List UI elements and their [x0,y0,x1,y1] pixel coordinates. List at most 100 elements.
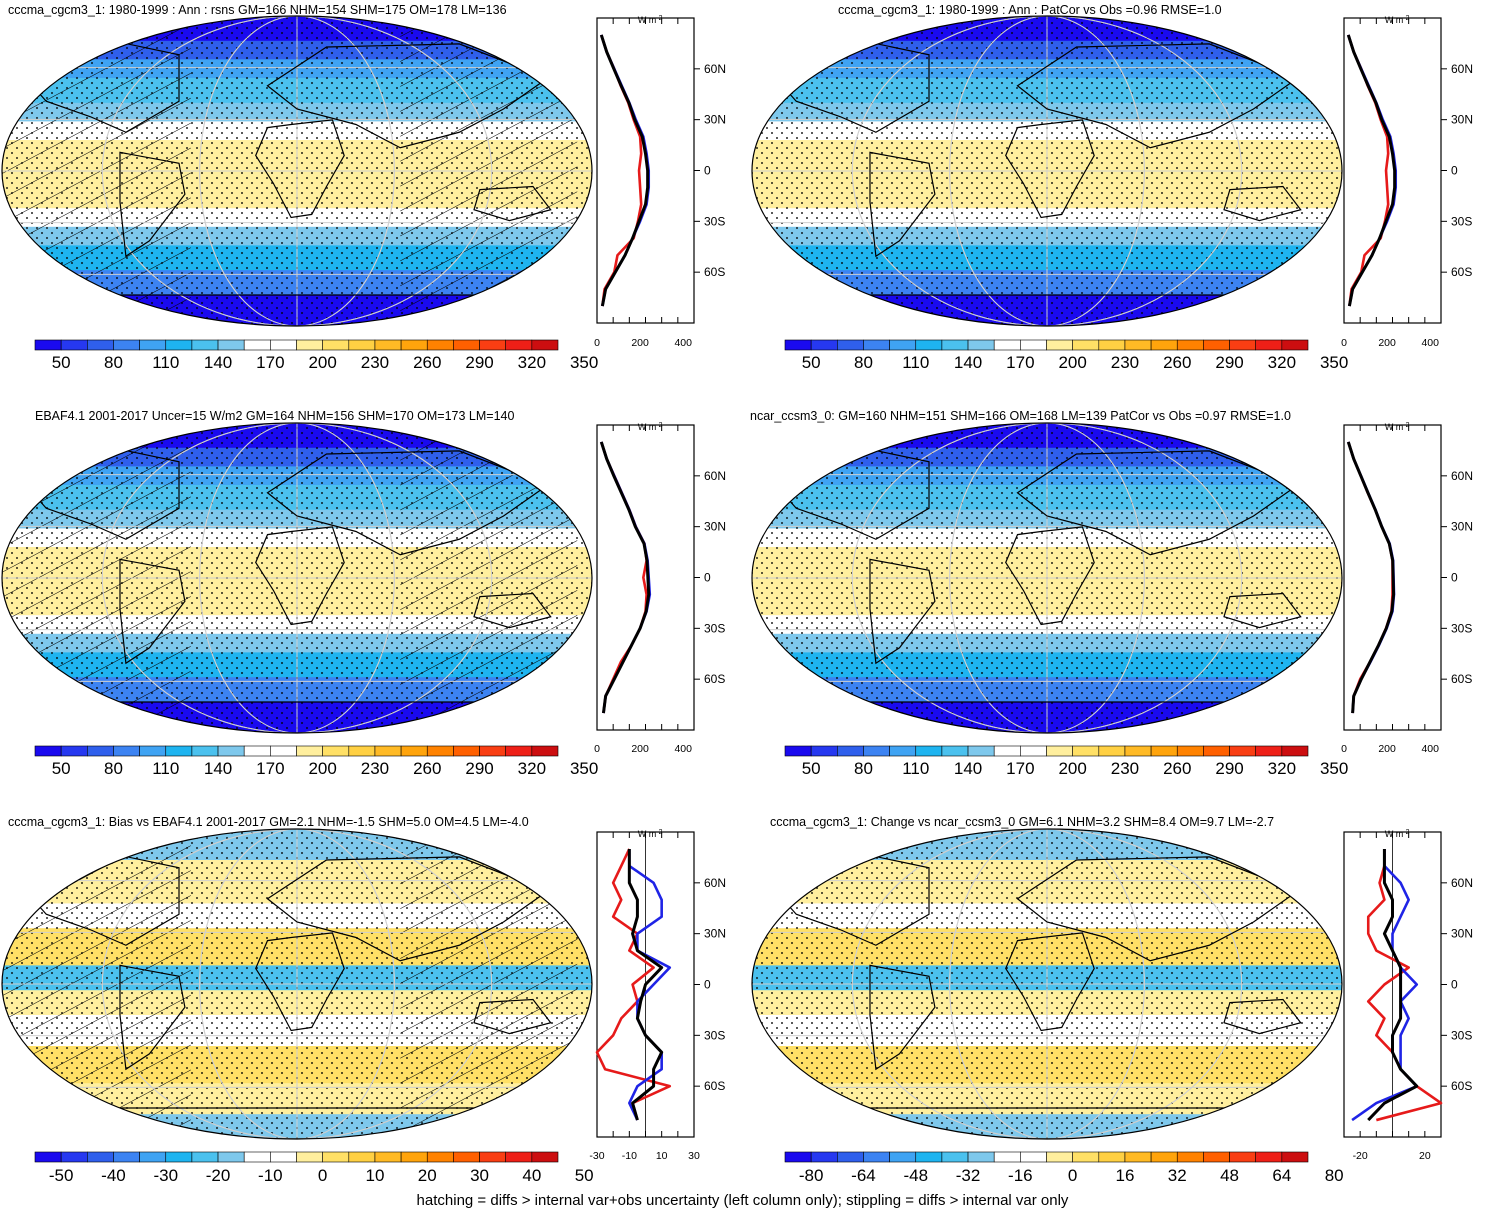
profile-x-tick-label: 200 [631,743,649,755]
colorbar-label: 140 [204,759,232,778]
panel-4: 50 80 110 140 170 200 230 260 290 320 350 60N 30N 0 30… [751,422,1473,778]
coastline [752,1107,1342,1139]
map-border [1,15,593,327]
colorbar-swatch [243,745,271,757]
profile-lat-label: 60S [704,265,725,279]
map-field-4 [752,423,1342,733]
profile-x-tick-label: 0 [594,337,600,349]
colorbar-swatch [1176,745,1204,757]
colorbar-label: 50 [52,759,71,778]
colorbar-swatch [967,1151,995,1163]
colorbar-swatch [1124,339,1152,351]
colorbar-swatch [400,745,428,757]
profile-lat-label: 0 [1451,571,1458,585]
colorbar-label: 350 [1320,759,1348,778]
profile-unit-label: W m-2 [638,829,663,839]
colorbar-swatch [1124,1151,1152,1163]
colorbar-swatch [915,745,943,757]
colorbar-swatch [1150,1151,1178,1163]
coastline [255,526,345,626]
colorbar-label: 64 [1272,1166,1291,1185]
colorbar-swatch [810,745,838,757]
profile-lat-label: 60S [1451,1079,1472,1093]
panel-title-6: cccma_cgcm3_1: Change vs ncar_ccsm3_0 GM… [770,815,1275,829]
colorbar-swatch [863,745,890,757]
colorbar-label: -40 [101,1166,126,1185]
colorbar-swatch [479,339,506,351]
colorbar-swatch [348,1151,376,1163]
colorbar-swatch [34,339,62,351]
colorbar-label: 350 [570,353,598,372]
profile-unit-superscript: -2 [656,422,662,429]
colorbar-swatch [60,339,88,351]
colorbar-swatch [1281,339,1309,351]
panel-1: 50 80 110 140 170 200 230 260 290 320 350 60N 30N 0 30… [1,15,726,372]
colorbar-label: 30 [470,1166,489,1185]
coastline [869,964,936,1071]
colorbar-label: -32 [956,1166,981,1185]
colorbar-swatch [139,339,167,351]
colorbar-swatch [139,745,167,757]
colorbar-swatch [400,339,428,351]
colorbar-label: 230 [1111,759,1139,778]
colorbar-label: 0 [318,1166,327,1185]
colorbar-label: -48 [903,1166,928,1185]
profile-lat-label: 0 [704,571,711,585]
colorbar-swatch [1229,1151,1257,1163]
panel-5: -50 -40 -30 -20 -10 0 10 20 30 40 50 60N 30N 0 30S 60S W… [1,828,726,1185]
coastline [1005,119,1095,219]
colorbar-label: 80 [1325,1166,1344,1185]
colorbar-swatch [941,1151,969,1163]
colorbar-swatch [374,339,402,351]
colorbar-swatch [941,745,969,757]
map-border [751,422,1343,734]
colorbar-swatch [243,1151,271,1163]
colorbar-label: 10 [365,1166,384,1185]
panel-title-4: ncar_ccsm3_0: GM=160 NHM=151 SHM=166 OM=… [750,409,1291,423]
profile-series-line-3 [1346,34,1397,307]
colorbar-swatch [1255,339,1283,351]
colorbar-swatch [270,339,297,351]
panel-title-1: cccma_cgcm3_1: 1980-1999 : Ann : rsns GM… [8,3,507,17]
profile-lat-label: 60S [704,672,725,686]
colorbar-swatch [967,745,995,757]
colorbar-swatch [1229,339,1257,351]
profile-lat-label: 60N [704,469,726,483]
colorbar-label: 110 [902,759,929,778]
coastline [869,558,936,665]
colorbar-swatch [1098,745,1126,757]
coastline [2,1107,592,1139]
coastline [1016,856,1300,962]
map-field-1 [2,16,592,326]
map-field-3 [2,423,592,733]
colorbar-swatch [60,745,88,757]
colorbar-label: 320 [1268,353,1296,372]
colorbar-swatch [505,1151,533,1163]
profile-x-tick-label: 200 [1378,337,1396,349]
map-field-6 [752,829,1342,1139]
colorbar-swatch [191,745,219,757]
colorbar-label: 320 [1268,759,1296,778]
profile-lat-label: 0 [1451,164,1458,178]
colorbar-label: 80 [104,353,123,372]
colorbar-swatch [915,1151,943,1163]
colorbar-swatch [322,1151,350,1163]
coastline [1223,185,1302,222]
profile-lat-label: 0 [704,978,711,992]
profile-series-line-1 [595,848,672,1121]
profile-lat-label: 30N [1451,520,1473,534]
colorbar-label: 230 [1111,353,1139,372]
figure-footer-note: hatching = diffs > internal var+obs unce… [416,1192,1069,1209]
colorbar-swatch [836,745,864,757]
colorbar-swatch [941,339,969,351]
colorbar-label: 350 [570,759,598,778]
profile-unit-label: W m-2 [1385,422,1410,432]
colorbar-swatch [1176,339,1204,351]
colorbar-swatch [1203,745,1230,757]
profile-lat-label: 60S [1451,672,1472,686]
colorbar-label: 140 [204,353,232,372]
profile-x-tick-label: 0 [1341,337,1347,349]
colorbar-swatch [1176,1151,1204,1163]
colorbar-label: 40 [522,1166,541,1185]
map-border [1,422,593,734]
